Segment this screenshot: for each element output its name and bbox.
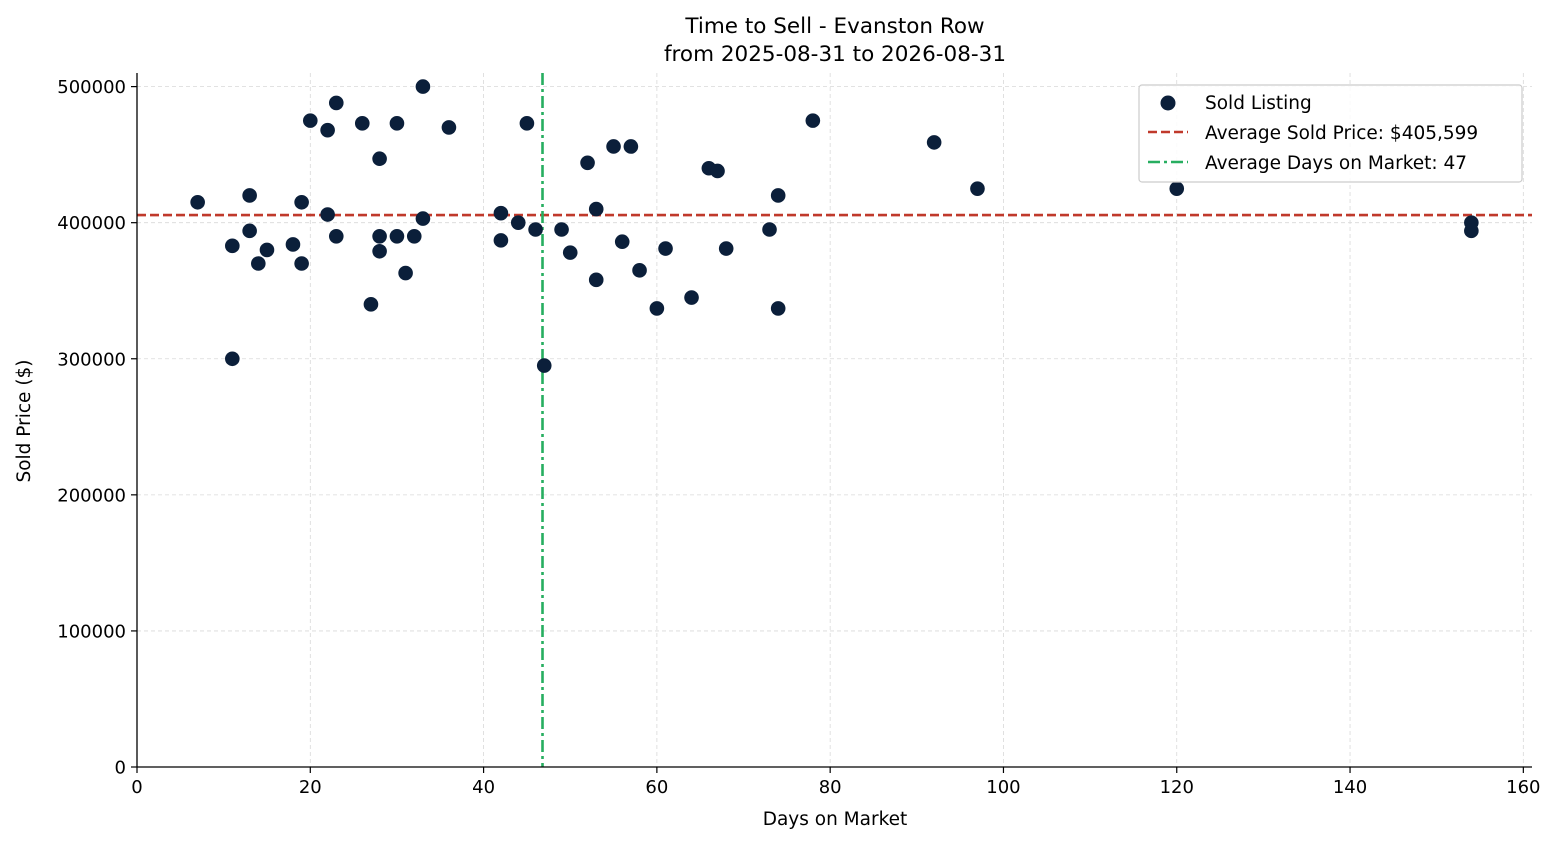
data-point (562, 245, 578, 260)
data-point (225, 351, 240, 367)
data-point (606, 139, 621, 154)
x-tick-label: 140 (1333, 777, 1367, 798)
data-point (718, 241, 734, 256)
data-point (710, 163, 725, 179)
data-point (649, 301, 665, 316)
data-point (493, 233, 509, 248)
data-point (684, 290, 699, 305)
y-tick-label: 300000 (57, 349, 126, 370)
data-point (328, 95, 344, 111)
x-tick-label: 0 (131, 777, 142, 798)
chart-title: Time to Sell - Evanston Row (684, 14, 984, 39)
data-point (259, 242, 275, 258)
y-tick-label: 0 (115, 758, 126, 779)
legend-marker-sold-listing (1160, 95, 1176, 111)
y-tick-label: 400000 (57, 213, 126, 234)
data-point (406, 228, 422, 244)
legend-label-average-price: Average Sold Price: $405,599 (1205, 123, 1478, 144)
chart-subtitle: from 2025-08-31 to 2026-08-31 (664, 42, 1006, 67)
data-point (372, 228, 387, 244)
data-point (770, 301, 786, 316)
data-point (805, 113, 821, 128)
y-tick-label: 100000 (57, 621, 126, 642)
y-axis-label: Sold Price ($) (14, 359, 35, 482)
data-point (372, 151, 387, 167)
data-point (588, 201, 604, 217)
data-points (190, 79, 1479, 373)
data-point (658, 241, 673, 256)
data-point (242, 223, 257, 239)
data-point (372, 243, 387, 259)
data-point (554, 222, 569, 237)
data-point (770, 188, 786, 203)
y-tick-label: 200000 (57, 485, 126, 506)
x-axis-label: Days on Market (763, 809, 908, 830)
data-point (389, 228, 405, 244)
y-tick-label: 500000 (57, 77, 126, 98)
legend-box (1138, 84, 1523, 183)
data-point (398, 265, 413, 281)
data-point (510, 215, 526, 230)
data-point (614, 234, 630, 250)
data-point (762, 222, 777, 237)
x-tick-label: 120 (1160, 777, 1194, 798)
x-tick-label: 20 (299, 777, 322, 798)
legend-label-average-days: Average Days on Market: 47 (1205, 153, 1467, 174)
data-point (328, 228, 344, 244)
data-point (415, 211, 431, 226)
data-point (320, 207, 335, 222)
data-point (926, 135, 942, 150)
data-point (251, 256, 266, 271)
data-point (190, 194, 205, 210)
data-point (632, 263, 647, 278)
data-point (363, 297, 379, 312)
data-point (623, 139, 639, 154)
x-tick-label: 80 (819, 777, 842, 798)
data-point (294, 194, 309, 210)
data-point (970, 181, 985, 196)
data-point (528, 222, 543, 237)
data-point (320, 122, 335, 138)
data-point (1169, 181, 1185, 196)
x-tick-label: 60 (645, 777, 668, 798)
data-point (519, 116, 535, 131)
data-point (441, 120, 457, 135)
data-point (1464, 223, 1479, 239)
axes (131, 73, 1532, 773)
data-point (294, 256, 309, 271)
data-point (225, 238, 240, 254)
reference-lines (137, 73, 1532, 767)
data-point (354, 116, 370, 131)
data-point (493, 205, 509, 221)
data-point (389, 116, 405, 131)
legend: Sold Listing Average Sold Price: $405,59… (1138, 84, 1523, 183)
data-point (536, 358, 552, 373)
data-point (285, 237, 301, 252)
x-tick-label: 40 (472, 777, 495, 798)
tick-labels: 0 20 40 60 80 100 120 140 160 0 100000 200000 300000… (57, 77, 1540, 798)
x-tick-label: 160 (1506, 777, 1540, 798)
data-point (242, 188, 257, 203)
data-point (302, 113, 318, 128)
data-point (580, 155, 595, 171)
legend-label-sold-listing: Sold Listing (1205, 93, 1312, 114)
x-tick-label: 100 (986, 777, 1020, 798)
data-point (588, 272, 604, 288)
data-point (415, 79, 431, 94)
